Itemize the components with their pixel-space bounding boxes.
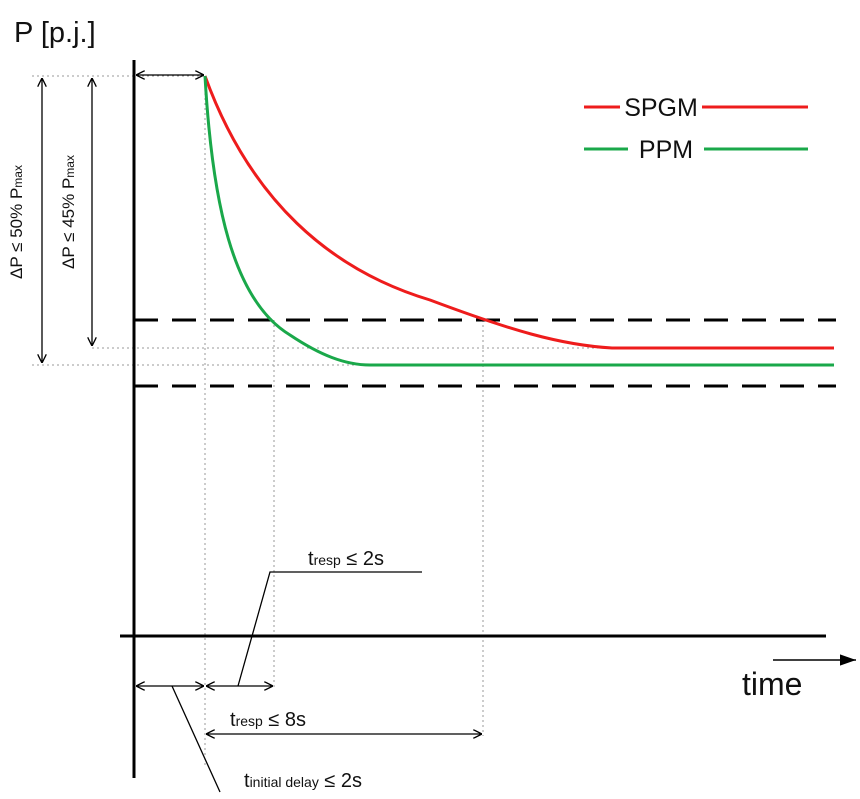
y-axis-label: P [p.j.] bbox=[14, 17, 96, 49]
tinit-leader bbox=[171, 685, 221, 793]
legend: SPGM PPM bbox=[584, 94, 808, 164]
x-axis-label: time bbox=[742, 666, 802, 702]
tresp2-label: tresp ≤ 2s bbox=[308, 548, 384, 570]
ppm-curve bbox=[203, 75, 834, 367]
tresp8-label: tresp ≤ 8s bbox=[230, 709, 306, 731]
tinit-label: tinitial delay ≤ 2s bbox=[244, 770, 362, 792]
tresp2-leader bbox=[237, 571, 422, 687]
dp45-label: ΔP ≤ 45% Pmax bbox=[59, 155, 78, 269]
guide-lines bbox=[32, 75, 612, 766]
spgm-curve bbox=[203, 75, 834, 350]
dp50-label: ΔP ≤ 50% Pmax bbox=[7, 165, 26, 279]
legend-ppm-label: PPM bbox=[639, 136, 693, 164]
legend-spgm-label: SPGM bbox=[624, 94, 698, 122]
